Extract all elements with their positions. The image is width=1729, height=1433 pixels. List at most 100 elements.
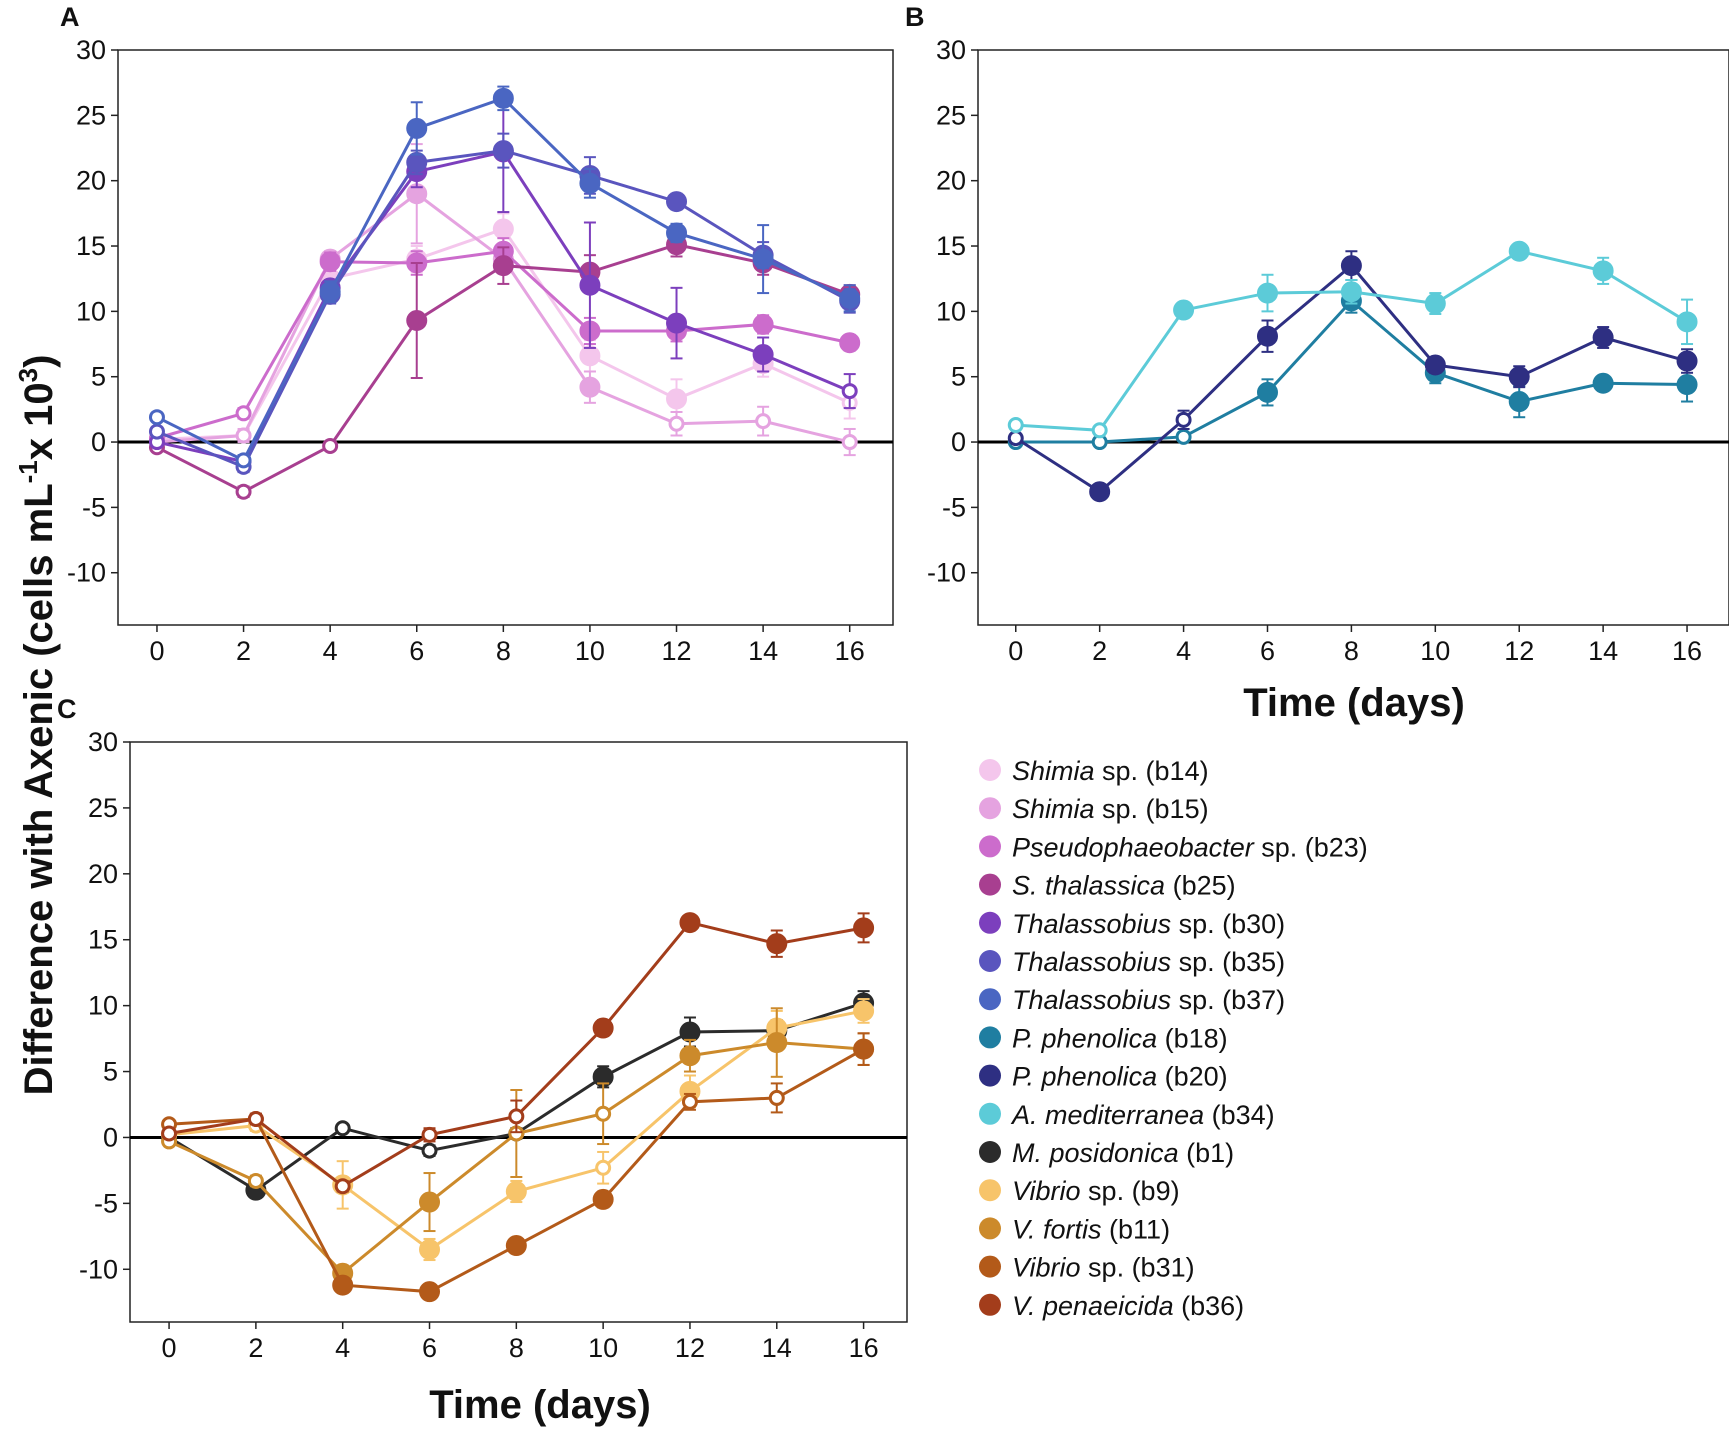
panel-c-x-tick-label: 14: [762, 1333, 792, 1363]
panel-a-x-tick-label: 6: [409, 636, 424, 666]
panel-a-chart: 30 25 20 15 10 5 0 -5 -10 0 2 4 6 8 10 12 14 16: [67, 35, 894, 666]
panel-c-series-1: [161, 990, 875, 1201]
panel-c-data-point: [332, 1274, 354, 1296]
legend-label: Shimia sp. (b15): [1012, 794, 1209, 824]
panel-a-data-point: [752, 313, 774, 335]
panel-c-x-tick-label: 6: [422, 1333, 437, 1363]
panel-b-x-tick-label: 16: [1672, 636, 1702, 666]
panel-a-y-tick-label: 5: [91, 362, 106, 392]
legend-marker: [979, 1064, 1001, 1087]
panel-b-data-point: [1592, 327, 1614, 348]
panel-b-data-point: [1676, 350, 1698, 372]
panel-c-data-point: [592, 1017, 614, 1039]
panel-c-data-point: [419, 1281, 441, 1303]
panel-b-data-point: [1340, 281, 1362, 303]
panel-c-series-4: [161, 1032, 875, 1303]
legend-item: P. phenolica (b20): [979, 1062, 1228, 1092]
panel-a-data-point: [579, 376, 601, 398]
panel-a-data-point: [579, 172, 601, 194]
panel-b-series-3: [1007, 240, 1698, 439]
panel-b-y-tick-label: 10: [936, 296, 966, 326]
panel-a-y-tick-label: 10: [76, 296, 106, 326]
panel-a-data-point: [406, 117, 428, 139]
panel-a-data-point: [492, 255, 514, 277]
legend-item: Thalassobius sp. (b30): [979, 909, 1285, 939]
panel-a-data-point: [666, 222, 688, 244]
legend-item: Thalassobius sp. (b37): [979, 985, 1285, 1015]
panel-b-y-tick-label: 15: [936, 231, 966, 261]
legend-label: Shimia sp. (b14): [1012, 756, 1209, 786]
legend-marker: [979, 1026, 1001, 1049]
panel-c-y-tick-label: 5: [103, 1057, 118, 1087]
panel-c-data-point: [161, 1125, 178, 1142]
panel-a-y-tick-label: 25: [76, 100, 106, 130]
panel-c-x-tick-label: 0: [162, 1333, 177, 1363]
panel-c-y-tick-label: 15: [88, 925, 118, 955]
panel-a-data-point: [319, 251, 341, 273]
panel-c-data-point: [247, 1172, 264, 1189]
panel-b-chart: 30 25 20 15 10 5 0 -5 -10 0 2 4 6 8 10 12 14 16: [927, 35, 1729, 666]
panel-a-x-tick-label: 2: [236, 636, 251, 666]
panel-a-data-point: [492, 140, 514, 162]
panel-c-data-point: [421, 1142, 438, 1159]
panel-b-x-tick-label: 0: [1008, 636, 1023, 666]
panel-b-data-point: [1007, 430, 1024, 447]
panel-b-series-1: [1007, 288, 1698, 451]
panel-b-data-point: [1508, 240, 1530, 262]
panel-a-data-point: [148, 409, 165, 426]
panel-b-y-tick-label: 25: [936, 100, 966, 130]
panel-c-y-tick-label: 20: [88, 859, 118, 889]
panel-b-x-tick-label: 6: [1260, 636, 1275, 666]
panel-b-data-point: [1175, 411, 1192, 428]
panel-a-data-point: [148, 423, 165, 440]
y-axis-title: Difference with Axenic (cells mL-1x 103): [13, 355, 61, 1096]
panel-c-y-tick-label: 0: [103, 1122, 118, 1152]
panel-c-y-tick-label: -10: [79, 1254, 118, 1284]
panel-c-x-tick-label: 10: [588, 1333, 618, 1363]
panel-c-plot-frame: [129, 741, 908, 1323]
panel-a-data-point: [752, 248, 774, 270]
panel-c-data-point: [505, 1181, 527, 1202]
panel-b-data-point: [1676, 374, 1698, 396]
legend-label: A. mediterranea (b34): [1010, 1100, 1275, 1130]
panel-c-data-point: [419, 1191, 441, 1213]
panel-letter-c: C: [57, 694, 77, 724]
panel-a-y-tick-label: 30: [76, 35, 106, 65]
legend-marker: [979, 1102, 1001, 1125]
legend-marker: [979, 950, 1001, 972]
panel-b-data-point: [1175, 428, 1192, 445]
legend-label: Vibrio sp. (b31): [1012, 1253, 1195, 1283]
panel-c-y-tick-label: -5: [94, 1188, 118, 1218]
panel-c-data-point: [853, 1038, 875, 1060]
panel-a-data-point: [841, 383, 858, 400]
panel-c-data-point: [592, 1188, 614, 1210]
legend-label: Pseudophaeobacter sp. (b23): [1012, 832, 1368, 862]
panel-b-data-point: [1256, 282, 1278, 304]
panel-a-data-point: [322, 437, 339, 454]
legend: Shimia sp. (b14) Shimia sp. (b15) Pseudoph…: [979, 756, 1368, 1321]
panel-a-data-point: [839, 287, 861, 309]
legend-item: V. fortis (b11): [979, 1214, 1170, 1244]
panel-c-data-point: [247, 1111, 264, 1127]
panel-c-series-5: [161, 912, 875, 1195]
panel-b-data-point: [1256, 325, 1278, 347]
legend-item: Shimia sp. (b15): [979, 794, 1209, 824]
panel-a-y-tick-label: 15: [76, 231, 106, 261]
panel-a-x-tick-label: 4: [323, 636, 338, 666]
panel-a-data-point: [319, 281, 341, 303]
panel-c-data-point: [505, 1235, 527, 1257]
panel-b-data-point: [1256, 381, 1278, 403]
legend-label: Thalassobius sp. (b30): [1012, 909, 1285, 939]
panel-c-x-axis-title: Time (days): [429, 1383, 651, 1427]
panel-b-data-point: [1173, 299, 1195, 321]
legend-item: P. phenolica (b18): [979, 1023, 1228, 1053]
legend-label: S. thalassica (b25): [1012, 871, 1236, 901]
panel-a-x-tick-label: 0: [149, 636, 164, 666]
panel-c-data-point: [681, 1093, 698, 1110]
panel-a-data-point: [841, 434, 858, 451]
legend-marker: [979, 759, 1001, 781]
panel-a-x-tick-label: 14: [748, 636, 778, 666]
panel-c-x-tick-label: 12: [675, 1333, 705, 1363]
panel-b-y-tick-label: 0: [951, 427, 966, 457]
